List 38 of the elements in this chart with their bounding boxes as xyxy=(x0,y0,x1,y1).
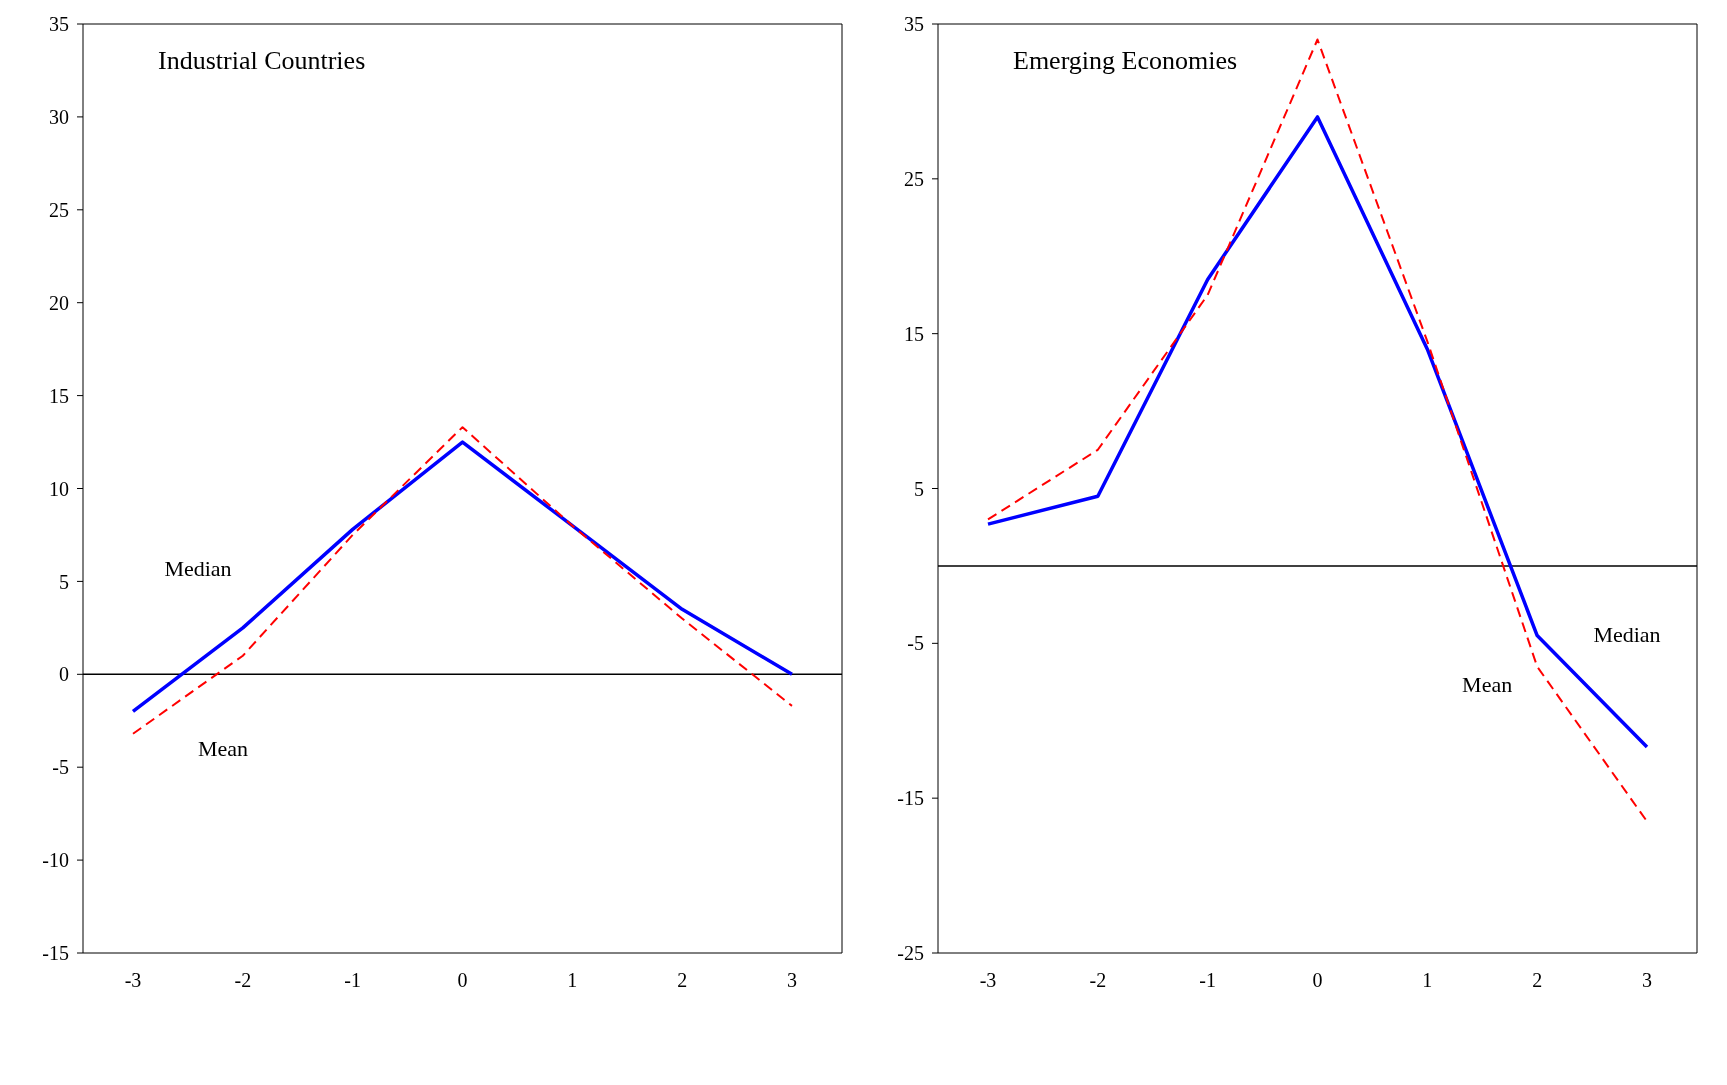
x-tick-label: 3 xyxy=(787,969,797,992)
x-tick-label: -1 xyxy=(344,969,361,992)
y-tick-label: -10 xyxy=(42,849,69,872)
series-label: Median xyxy=(164,556,232,582)
x-tick-label: 2 xyxy=(1532,969,1543,992)
x-tick-label: -3 xyxy=(124,969,142,992)
y-tick-label: -5 xyxy=(52,756,69,779)
x-tick-label: 0 xyxy=(1312,969,1323,992)
x-tick-label: 1 xyxy=(1422,969,1433,992)
y-tick-label: 25 xyxy=(904,167,924,190)
x-tick-label: 1 xyxy=(567,969,578,992)
text: Industrial Countries xyxy=(158,46,366,76)
series-label: Median xyxy=(1593,622,1661,648)
text: Emerging Economies xyxy=(1013,46,1238,76)
y-tick-label: 5 xyxy=(914,477,924,500)
y-tick-label: -25 xyxy=(897,942,924,965)
y-tick-label: 0 xyxy=(59,663,69,686)
y-tick-label: 15 xyxy=(49,384,69,407)
x-tick-label: 0 xyxy=(457,969,468,992)
series-label: Mean xyxy=(1462,671,1513,697)
x-tick-label: -2 xyxy=(1089,969,1107,992)
x-tick-label: -2 xyxy=(234,969,252,992)
x-tick-label: -1 xyxy=(1199,969,1216,992)
x-tick-label: 2 xyxy=(677,969,688,992)
y-tick-label: -15 xyxy=(897,787,924,810)
series-label: Mean xyxy=(197,735,249,761)
y-tick-label: -15 xyxy=(42,942,69,965)
y-tick-label: -5 xyxy=(907,632,924,655)
y-tick-label: 30 xyxy=(49,106,69,128)
y-tick-label: 35 xyxy=(49,13,69,36)
y-tick-label: 10 xyxy=(49,477,69,500)
y-tick-label: 20 xyxy=(49,291,69,314)
y-tick-label: 5 xyxy=(59,570,69,593)
x-tick-label: 3 xyxy=(1642,969,1652,992)
x-tick-label: -3 xyxy=(979,969,997,992)
y-tick-label: 25 xyxy=(49,198,69,221)
y-tick-label: 15 xyxy=(904,322,924,345)
y-tick-label: 35 xyxy=(904,13,924,36)
